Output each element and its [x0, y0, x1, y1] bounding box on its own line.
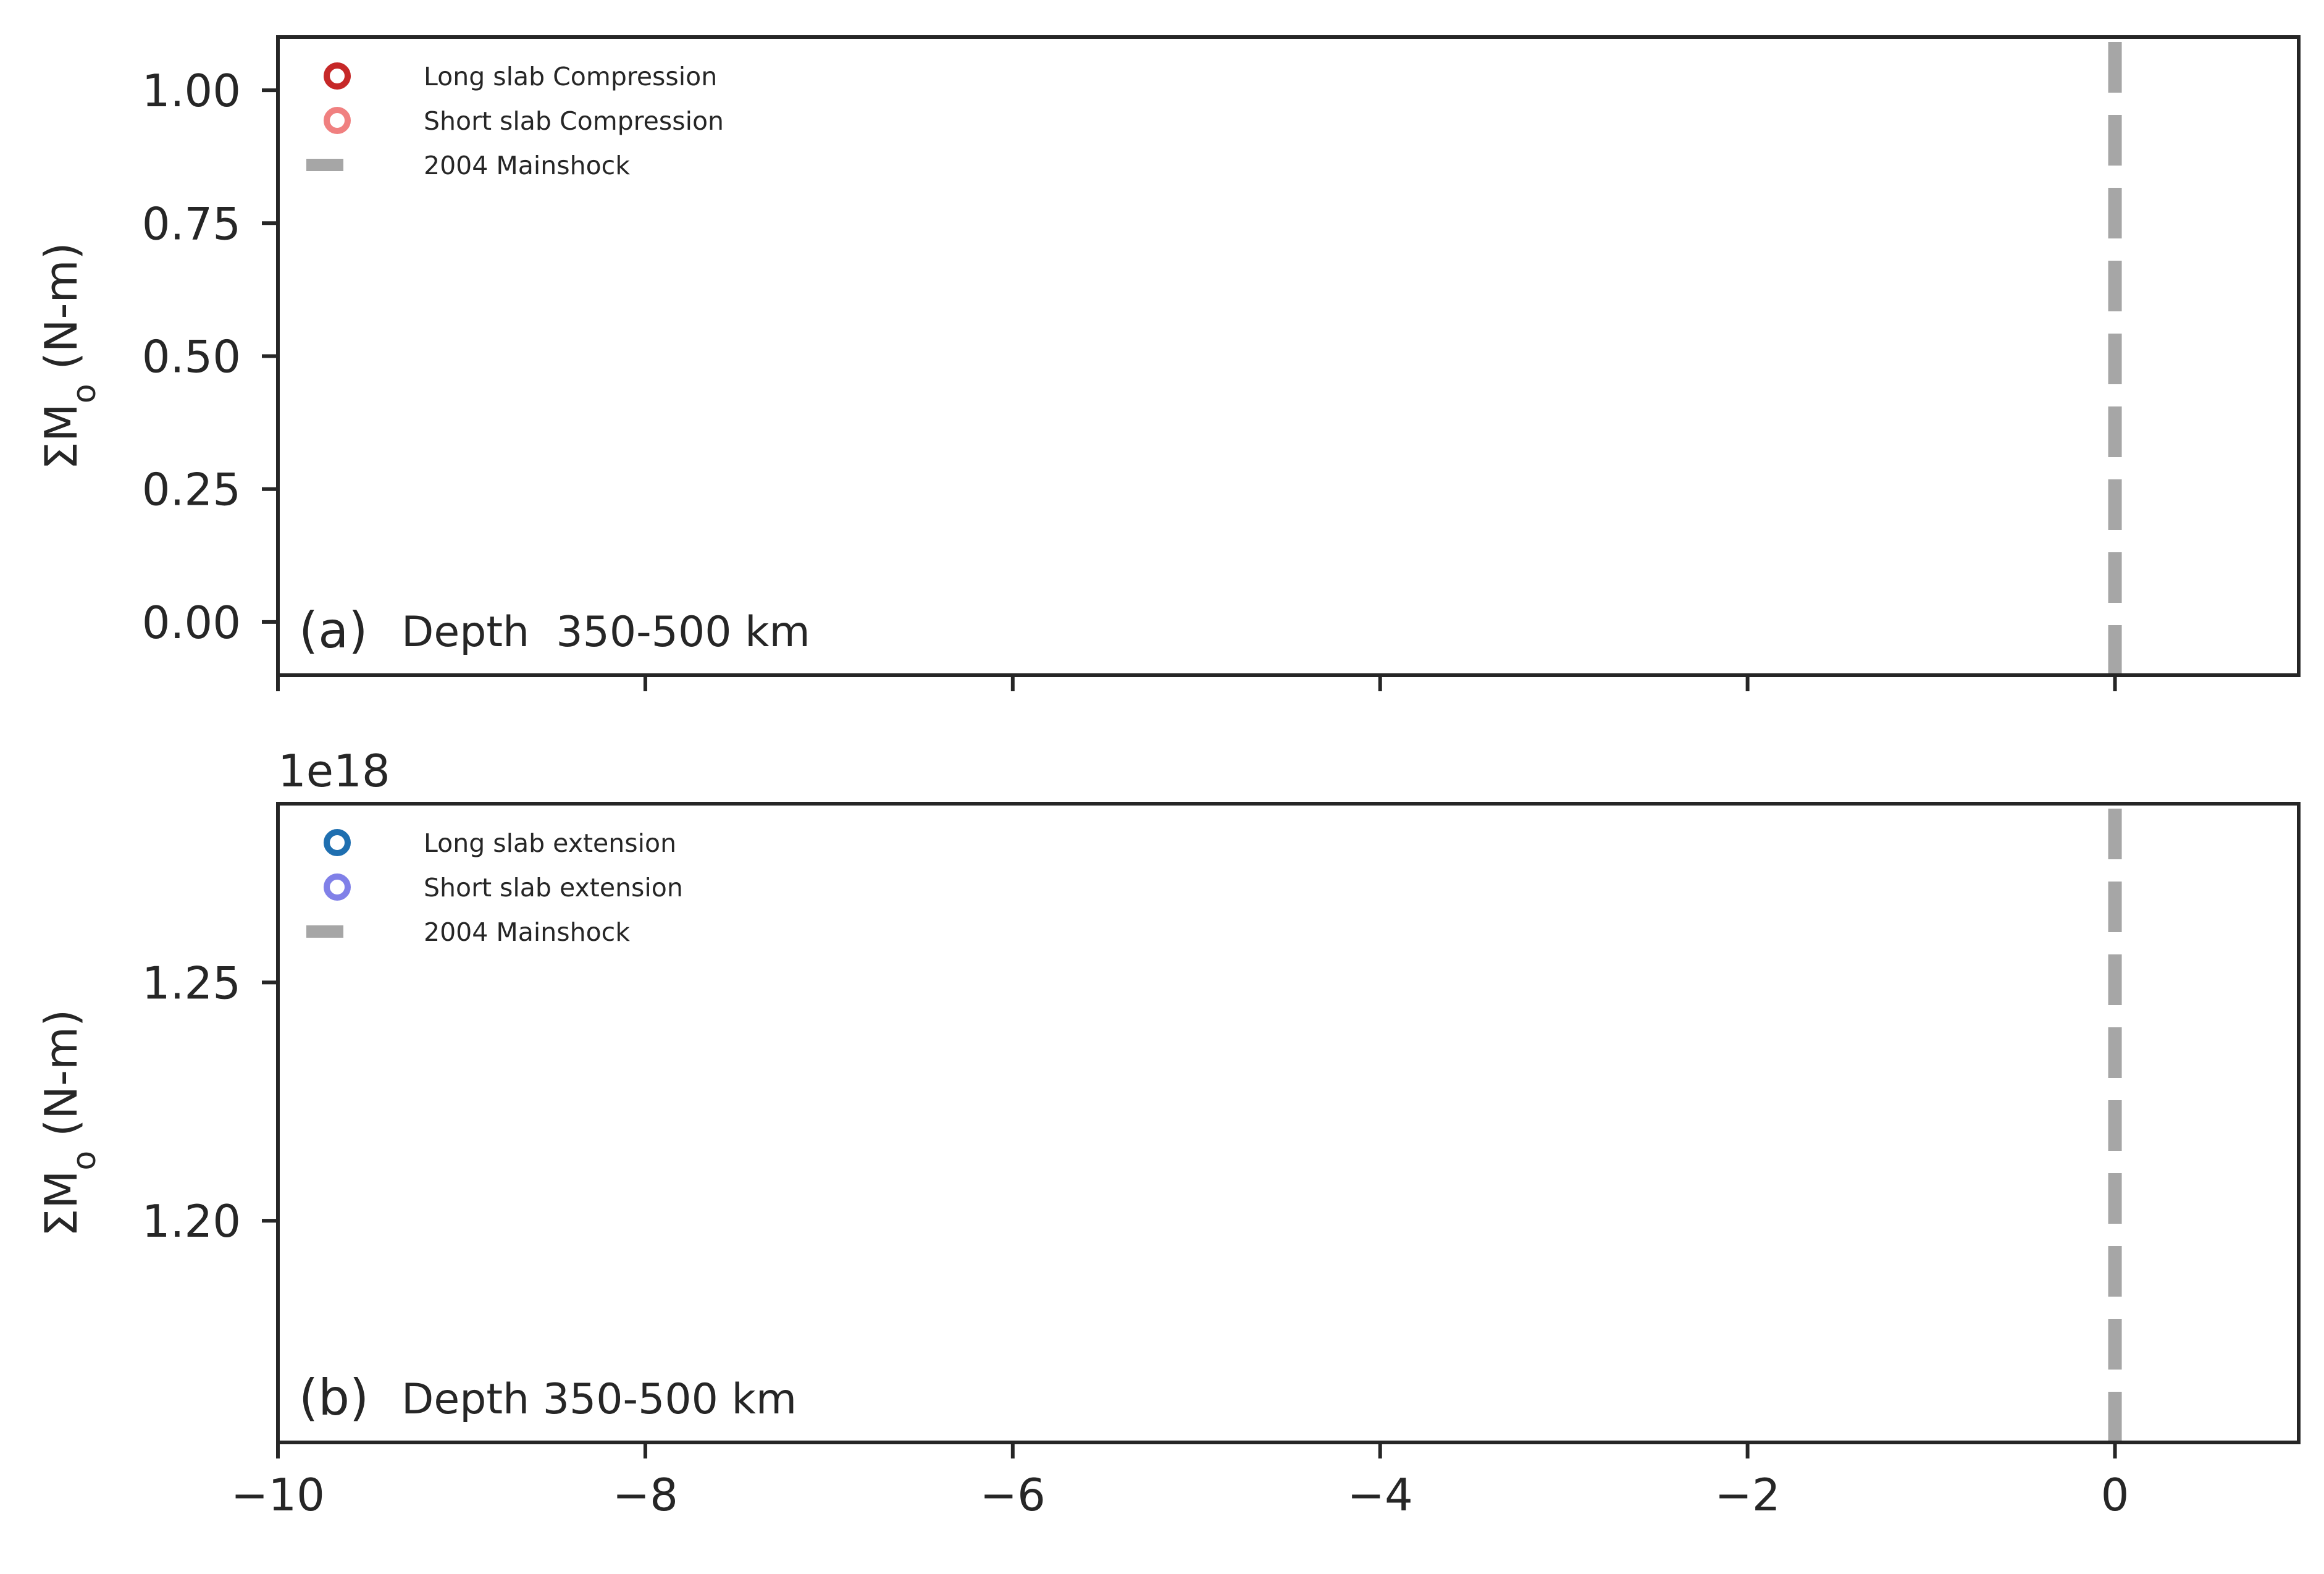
legend-label-short-slab-extension: Short slab extension [424, 873, 683, 903]
legend-label-long-slab-compression: Long slab Compression [424, 62, 717, 91]
panel-b-tag: (b) [299, 1369, 369, 1426]
x-tick-label: −4 [1348, 1469, 1413, 1521]
panel-b-offset-label: 1e18 [278, 745, 390, 797]
panel-b-title: Depth 350-500 km [401, 1375, 797, 1424]
x-tick-label: −10 [231, 1469, 325, 1521]
panel-a-y-axis-label: ΣMo (N-m) [35, 242, 103, 470]
x-tick-label: 0 [2101, 1469, 2129, 1521]
panel-a-title: Depth 350-500 km [401, 608, 810, 657]
x-tick-label: −6 [980, 1469, 1046, 1521]
y-tick-label: 1.00 [142, 65, 241, 117]
panel-a-y-ticks: 0.00 0.25 0.50 0.75 1.00 [142, 65, 278, 649]
panel-a: 0.00 0.25 0.50 0.75 1.00 ΣMo (N-m) (a) Depth… [35, 35, 2301, 691]
legend-marker-long-slab-compression [324, 62, 351, 90]
y-tick-label: 0.25 [142, 464, 241, 516]
legend-label-long-slab-extension: Long slab extension [424, 828, 676, 858]
x-tick-label: −8 [613, 1469, 678, 1521]
panel-b: −10 −8 −6 −4 −2 0 1.20 1.25 ΣMo (N-m) (b) Dept… [35, 745, 2301, 1521]
legend-label-short-slab-compression: Short slab Compression [424, 106, 724, 136]
x-tick-label: −2 [1715, 1469, 1781, 1521]
panel-a-x-ticks [276, 675, 2117, 691]
legend-label-mainshock: 2004 Mainshock [424, 151, 630, 180]
y-tick-label: 0.00 [142, 597, 241, 649]
panel-b-legend: Long slab extension Short slab extension… [306, 828, 683, 947]
legend-label-mainshock: 2004 Mainshock [424, 917, 630, 947]
y-tick-label: 0.75 [142, 198, 241, 250]
panel-a-tag: (a) [299, 602, 367, 659]
panel-b-x-ticks: −10 −8 −6 −4 −2 0 [231, 1442, 2129, 1521]
panel-a-frame [276, 35, 2301, 677]
legend-marker-short-slab-compression [324, 107, 351, 134]
panel-b-frame [276, 802, 2301, 1444]
panel-a-legend: Long slab Compression Short slab Compres… [306, 62, 724, 180]
legend-marker-short-slab-extension [324, 873, 351, 901]
y-tick-label: 1.20 [142, 1195, 241, 1247]
y-tick-label: 1.25 [142, 957, 241, 1009]
panel-b-y-ticks: 1.20 1.25 [142, 957, 278, 1247]
legend-marker-long-slab-extension [324, 829, 351, 856]
panel-b-y-axis-label: ΣMo (N-m) [35, 1009, 103, 1237]
y-tick-label: 0.50 [142, 331, 241, 383]
